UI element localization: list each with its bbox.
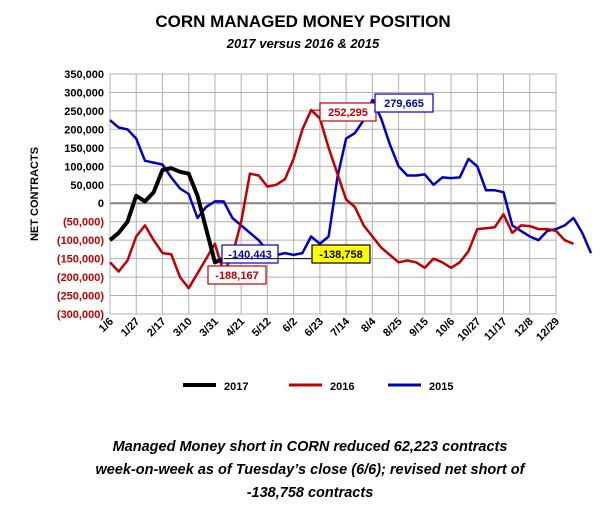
x-tick-label: 10/6 [434, 316, 458, 340]
x-tick-label: 2/17 [145, 316, 169, 340]
x-tick-label: 6/2 [280, 316, 299, 335]
annotation-box [207, 265, 267, 285]
line-chart: 350,000 300,000 250,000 200,000 150,000 100,0… [29, 69, 593, 393]
y-tick-label: 350,000 [64, 69, 104, 81]
legend-label-2015: 2015 [429, 381, 453, 393]
y-tick-label: (250,000) [57, 291, 104, 303]
x-tick-label: 1/27 [119, 316, 143, 340]
chart-title: CORN MANAGED MONEY POSITION [155, 12, 451, 31]
x-tick-label: 11/17 [482, 316, 510, 344]
x-tick-label: 3/10 [171, 316, 195, 340]
caption-line-3: -138,758 contracts [246, 485, 374, 501]
x-tick-label: 5/12 [250, 316, 274, 340]
chart-subtitle: 2017 versus 2016 & 2015 [226, 36, 380, 51]
y-tick-label: 250,000 [64, 106, 104, 118]
x-tick-label: 8/25 [381, 316, 405, 340]
annotation-box [374, 93, 434, 113]
y-tick-label: 150,000 [64, 143, 104, 155]
annotation-label: 252,295 [328, 107, 368, 119]
x-tick-label: 12/8 [512, 316, 536, 340]
y-tick-label: (50,000) [63, 217, 104, 229]
y-tick-label: (200,000) [57, 272, 104, 284]
annotation-label: -138,758 [319, 249, 362, 261]
chart-caption: Managed Money short in CORN reduced 62,2… [60, 436, 560, 505]
y-tick-label: 0 [98, 198, 104, 210]
y-tick-label: 200,000 [64, 124, 104, 136]
annotation-box [311, 244, 371, 264]
x-tick-label: 4/21 [224, 316, 248, 340]
y-axis-title: NET CONTRACTS [29, 147, 41, 241]
legend-label-2016: 2016 [330, 381, 354, 393]
caption-line-2: week-on-week as of Tuesday’s close (6/6)… [95, 462, 525, 478]
y-tick-label: 300,000 [64, 87, 104, 99]
x-tick-label: 7/14 [329, 315, 353, 339]
annotation-label: -140,443 [228, 249, 271, 261]
annotation-label: -188,167 [215, 270, 258, 282]
series-line-2016 [109, 108, 574, 290]
x-tick-label: 10/27 [455, 316, 483, 344]
legend-label-2017: 2017 [224, 381, 248, 393]
series-line-2017 [108, 166, 225, 265]
y-tick-label: 50,000 [70, 180, 104, 192]
y-tick-label: (100,000) [57, 235, 104, 247]
x-tick-label: 9/15 [407, 316, 431, 340]
series-line-2015 [109, 98, 593, 257]
x-tick-label: 12/29 [534, 316, 562, 344]
y-tick-label: (300,000) [57, 309, 104, 321]
annotation-label: 279,665 [384, 98, 424, 110]
x-tick-label: 8/4 [359, 315, 379, 335]
y-tick-label: (150,000) [57, 254, 104, 266]
x-tick-label: 6/23 [302, 316, 326, 340]
y-tick-label: 100,000 [64, 161, 104, 173]
caption-line-1: Managed Money short in CORN reduced 62,2… [112, 439, 508, 455]
x-tick-label: 3/31 [197, 316, 221, 340]
